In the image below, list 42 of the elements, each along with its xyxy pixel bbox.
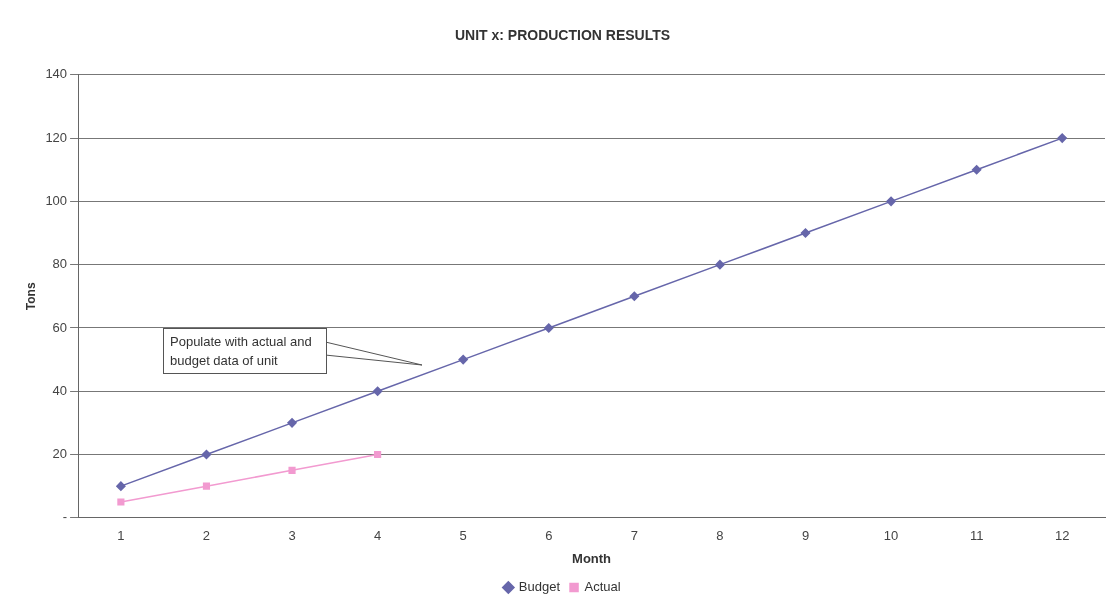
x-tick-label: 7 — [630, 528, 638, 544]
point — [202, 482, 211, 490]
point — [287, 418, 297, 428]
point — [372, 386, 383, 396]
y-tick-label: 60 — [52, 319, 68, 335]
y-tick-label: 20 — [52, 446, 68, 462]
y-tick-label: 120 — [45, 129, 68, 145]
point — [715, 259, 725, 270]
point — [117, 498, 125, 506]
point — [800, 228, 811, 238]
y-tick-label: 140 — [45, 66, 68, 82]
point — [629, 291, 640, 302]
y-tick-label: 80 — [52, 256, 68, 272]
point — [971, 164, 982, 175]
x-tick-label: 12 — [1054, 528, 1070, 544]
y-axis-title: Tons — [23, 282, 38, 311]
x-tick-label: 5 — [459, 528, 467, 544]
x-tick-label: 4 — [373, 528, 382, 544]
x-tick-label: 2 — [202, 528, 211, 544]
x-tick-label: 9 — [801, 528, 810, 544]
x-tick-label: 10 — [883, 528, 899, 544]
x-tick-label: 1 — [117, 528, 125, 544]
point — [116, 481, 126, 491]
x-tick-label: 3 — [288, 528, 296, 544]
legend-label: Actual — [584, 579, 621, 595]
chart-title: UNIT x: PRODUCTION RESULTS — [454, 27, 671, 44]
point — [544, 323, 554, 333]
y-tick-label: 40 — [52, 382, 68, 398]
y-tick-label: 100 — [45, 192, 68, 208]
point — [374, 450, 382, 459]
point — [458, 354, 468, 365]
point — [1057, 133, 1067, 143]
point — [288, 466, 296, 474]
point — [201, 449, 212, 460]
y-tick-label: - — [62, 509, 68, 525]
x-axis-title: Month — [572, 550, 612, 566]
x-tick-label: 6 — [545, 528, 553, 544]
point — [886, 196, 896, 207]
x-tick-label: 11 — [969, 528, 984, 544]
x-tick-label: 8 — [716, 528, 724, 544]
legend-label: Budget — [518, 579, 561, 595]
annotation: Populate with actual and budget data of unit — [163, 328, 327, 374]
